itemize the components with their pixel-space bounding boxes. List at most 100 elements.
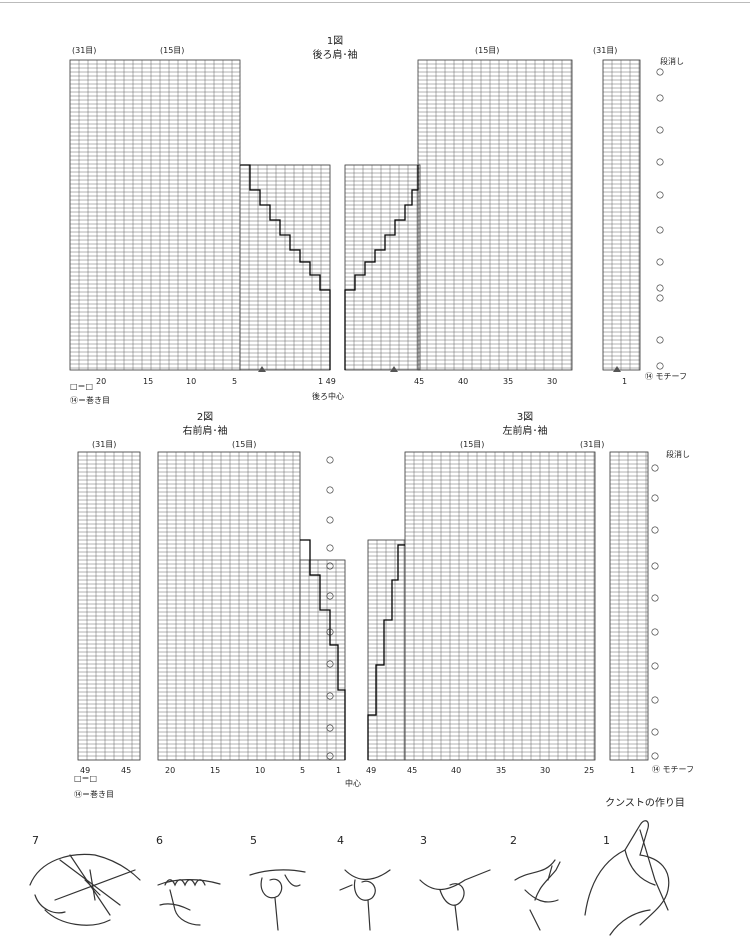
fig1-tick-1: 1 xyxy=(622,377,628,386)
fig2-count31: (31目) xyxy=(92,440,117,449)
fig3-tick-30: 30 xyxy=(540,766,551,775)
fig1-motif-label: ⑭ モチーフ xyxy=(645,372,688,381)
fig1-side-grid-frame xyxy=(602,59,641,371)
fig3-tick-40: 40 xyxy=(451,766,462,775)
fig1-right-grid-step-frame xyxy=(344,164,421,371)
page-top-rule xyxy=(0,2,750,3)
fig1-tick-20: 20 xyxy=(96,377,107,386)
fig3-main-grid xyxy=(404,451,596,761)
fig1-left-grid-step xyxy=(239,164,331,371)
fig1-side-row-marker-5 xyxy=(656,226,664,234)
fig1-right-grid-top-frame xyxy=(417,59,573,371)
fig1-side-row-marker-0 xyxy=(656,68,664,76)
fig3-main-grid-frame xyxy=(404,451,596,761)
fig3-motif-label: ⑭ モチーフ xyxy=(652,765,695,774)
fig3-tick-25: 25 xyxy=(584,766,595,775)
fig1-row-label: 段消し xyxy=(660,57,684,66)
fig3-side-row-marker-9 xyxy=(651,752,659,760)
fig3-stair xyxy=(367,544,405,760)
fig2-main-grid xyxy=(157,451,301,761)
fig3-side-row-marker-4 xyxy=(651,594,659,602)
fig1-right-stair xyxy=(344,165,419,370)
fig2-row-marker-5 xyxy=(326,592,334,600)
fig2-tick-49: 49 xyxy=(80,766,91,775)
fig2-tick-15: 15 xyxy=(210,766,221,775)
fig1-side-row-marker-3 xyxy=(656,158,664,166)
fig2-tick-20: 20 xyxy=(165,766,176,775)
fig2-row-marker-1 xyxy=(326,486,334,494)
fig1-tick-40: 40 xyxy=(458,377,469,386)
fig2-row-marker-8 xyxy=(326,692,334,700)
fig3-tick-45: 45 xyxy=(407,766,418,775)
fig3-row-label: 段消し xyxy=(666,450,690,459)
kunst-step-6: 6 xyxy=(156,834,163,847)
fig1-side-grid xyxy=(602,59,641,371)
fig2-row-marker-9 xyxy=(326,724,334,732)
fig3-title: 左前肩･袖 xyxy=(502,426,548,437)
fig2-number: 2図 xyxy=(196,412,214,423)
kunst-step-2: 2 xyxy=(510,834,517,847)
fig1-side-row-marker-8 xyxy=(656,294,664,302)
fig2-row-marker-0 xyxy=(326,456,334,464)
fig3-side-row-marker-7 xyxy=(651,696,659,704)
kunst-step-1: 1 xyxy=(603,834,610,847)
fig3-tick-1: 1 xyxy=(630,766,636,775)
fig3-side-grid-frame xyxy=(609,451,649,761)
fig1-count31-right: (31目) xyxy=(593,46,618,55)
fig3-number: 3図 xyxy=(516,412,534,423)
fig3-step-grid-frame xyxy=(367,539,406,761)
fig2-title: 右前肩･袖 xyxy=(182,426,228,437)
fig1-base-marker-side xyxy=(613,366,621,372)
fig2-row-marker-2 xyxy=(326,516,334,524)
fig1-left-grid-top-frame xyxy=(69,59,241,371)
fig1-side-row-marker-6 xyxy=(656,258,664,266)
fig1-left-stair xyxy=(240,164,331,370)
fig3-side-row-marker-8 xyxy=(651,728,659,736)
fig3-center-label: 中心 xyxy=(345,779,361,788)
fig1-center-number: 1 49 xyxy=(318,377,336,386)
fig2-stair xyxy=(300,539,346,760)
fig1-legend-box: □＝□ xyxy=(70,382,94,391)
fig1-side-row-marker-4 xyxy=(656,191,664,199)
fig2-tick-45: 45 xyxy=(121,766,132,775)
fig1-side-row-marker-9 xyxy=(656,336,664,344)
fig2-count15: (15目) xyxy=(232,440,257,449)
kunst-step-3: 3 xyxy=(420,834,427,847)
fig3-count15: (15目) xyxy=(460,440,485,449)
fig3-side-row-marker-5 xyxy=(651,628,659,636)
fig2-step-grid xyxy=(299,559,346,761)
fig1-side-row-marker-10 xyxy=(656,362,664,370)
fig1-side-row-marker-7 xyxy=(656,284,664,292)
fig1-count31-left: (31目) xyxy=(72,46,97,55)
fig1-right-grid-step xyxy=(344,164,421,371)
kunst-step-5: 5 xyxy=(250,834,257,847)
kunst-step-7: 7 xyxy=(32,834,39,847)
fig3-side-row-marker-1 xyxy=(651,494,659,502)
fig2-row-marker-4 xyxy=(326,562,334,570)
fig1-count15-right: (15目) xyxy=(475,46,500,55)
fig2-main-grid-frame xyxy=(157,451,301,761)
fig1-tick-35: 35 xyxy=(503,377,514,386)
fig2-left-grid xyxy=(77,451,141,761)
fig2-row-marker-7 xyxy=(326,660,334,668)
fig2-tick-5: 5 xyxy=(300,766,306,775)
fig1-title: 後ろ肩･袖 xyxy=(312,50,358,61)
fig1-left-grid-top xyxy=(69,59,241,371)
fig2-legend-box: □＝□ xyxy=(74,774,98,783)
fig1-base-marker-right xyxy=(390,366,398,372)
fig1-right-grid-top xyxy=(417,59,573,371)
fig1-base-marker-left xyxy=(258,366,266,372)
fig1-tick-5: 5 xyxy=(232,377,238,386)
fig1-tick-30: 30 xyxy=(547,377,558,386)
fig3-side-grid xyxy=(609,451,649,761)
fig3-side-row-marker-2 xyxy=(651,526,659,534)
fig1-tick-15: 15 xyxy=(143,377,154,386)
fig3-tick-49: 49 xyxy=(366,766,377,775)
fig2-left-grid-frame xyxy=(77,451,141,761)
fig3-side-row-marker-6 xyxy=(651,662,659,670)
kunst-step-4: 4 xyxy=(337,834,344,847)
fig2-row-marker-6 xyxy=(326,628,334,636)
fig3-step-grid xyxy=(367,539,406,761)
